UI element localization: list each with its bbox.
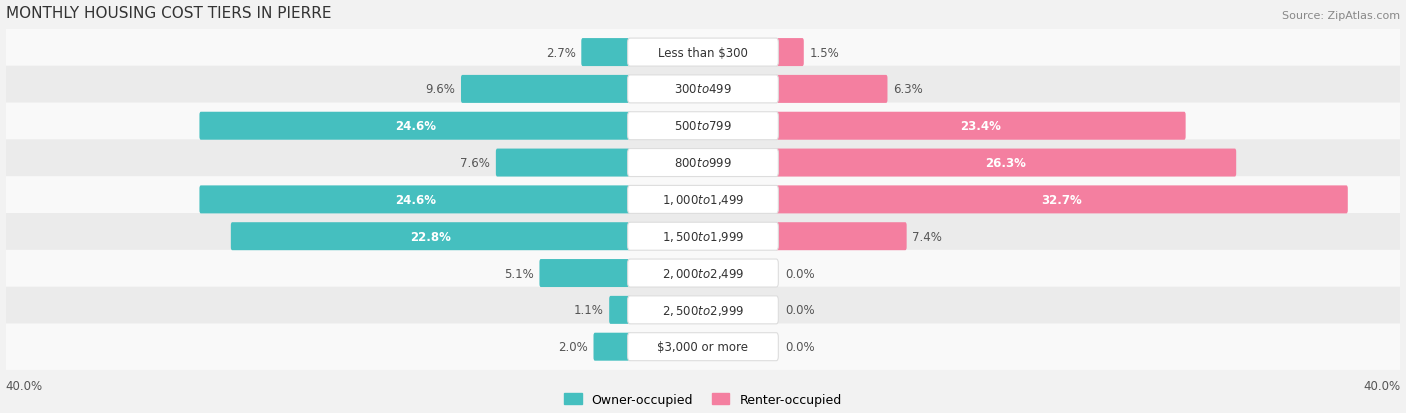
Text: $800 to $999: $800 to $999: [673, 157, 733, 170]
FancyBboxPatch shape: [461, 76, 631, 104]
FancyBboxPatch shape: [775, 76, 887, 104]
FancyBboxPatch shape: [581, 39, 631, 67]
FancyBboxPatch shape: [0, 140, 1406, 186]
Text: $1,500 to $1,999: $1,500 to $1,999: [662, 230, 744, 244]
FancyBboxPatch shape: [0, 250, 1406, 297]
Text: 0.0%: 0.0%: [785, 267, 814, 280]
Text: 7.6%: 7.6%: [460, 157, 491, 170]
FancyBboxPatch shape: [496, 149, 631, 177]
Text: $300 to $499: $300 to $499: [673, 83, 733, 96]
Text: 0.0%: 0.0%: [785, 340, 814, 354]
FancyBboxPatch shape: [775, 149, 1236, 177]
Text: $2,000 to $2,499: $2,000 to $2,499: [662, 266, 744, 280]
FancyBboxPatch shape: [775, 39, 804, 67]
Legend: Owner-occupied, Renter-occupied: Owner-occupied, Renter-occupied: [560, 388, 846, 411]
FancyBboxPatch shape: [0, 287, 1406, 333]
FancyBboxPatch shape: [627, 223, 779, 251]
FancyBboxPatch shape: [775, 223, 907, 251]
FancyBboxPatch shape: [627, 39, 779, 67]
Text: 26.3%: 26.3%: [986, 157, 1026, 170]
Text: MONTHLY HOUSING COST TIERS IN PIERRE: MONTHLY HOUSING COST TIERS IN PIERRE: [6, 6, 330, 21]
Text: 24.6%: 24.6%: [395, 120, 436, 133]
FancyBboxPatch shape: [627, 76, 779, 104]
Text: 24.6%: 24.6%: [395, 193, 436, 206]
Text: $3,000 or more: $3,000 or more: [658, 340, 748, 354]
Text: 40.0%: 40.0%: [6, 379, 42, 392]
Text: 40.0%: 40.0%: [1364, 379, 1400, 392]
FancyBboxPatch shape: [0, 324, 1406, 370]
Text: $2,500 to $2,999: $2,500 to $2,999: [662, 303, 744, 317]
FancyBboxPatch shape: [540, 259, 631, 287]
Text: 7.4%: 7.4%: [912, 230, 942, 243]
FancyBboxPatch shape: [609, 296, 631, 324]
FancyBboxPatch shape: [627, 112, 779, 140]
Text: 32.7%: 32.7%: [1040, 193, 1081, 206]
FancyBboxPatch shape: [627, 296, 779, 324]
FancyBboxPatch shape: [231, 223, 631, 251]
Text: 2.0%: 2.0%: [558, 340, 588, 354]
FancyBboxPatch shape: [627, 333, 779, 361]
FancyBboxPatch shape: [200, 112, 631, 140]
FancyBboxPatch shape: [593, 333, 631, 361]
Text: 1.5%: 1.5%: [810, 46, 839, 59]
FancyBboxPatch shape: [627, 259, 779, 287]
Text: Less than $300: Less than $300: [658, 46, 748, 59]
Text: 22.8%: 22.8%: [411, 230, 451, 243]
Text: 9.6%: 9.6%: [426, 83, 456, 96]
Text: $1,000 to $1,499: $1,000 to $1,499: [662, 193, 744, 207]
Text: 6.3%: 6.3%: [893, 83, 922, 96]
FancyBboxPatch shape: [0, 103, 1406, 150]
Text: 2.7%: 2.7%: [546, 46, 575, 59]
FancyBboxPatch shape: [627, 186, 779, 214]
FancyBboxPatch shape: [775, 112, 1185, 140]
FancyBboxPatch shape: [200, 186, 631, 214]
FancyBboxPatch shape: [0, 214, 1406, 260]
FancyBboxPatch shape: [0, 30, 1406, 76]
Text: 1.1%: 1.1%: [574, 304, 603, 317]
Text: 0.0%: 0.0%: [785, 304, 814, 317]
FancyBboxPatch shape: [775, 186, 1348, 214]
FancyBboxPatch shape: [0, 177, 1406, 223]
Text: 5.1%: 5.1%: [505, 267, 534, 280]
FancyBboxPatch shape: [627, 149, 779, 177]
Text: $500 to $799: $500 to $799: [673, 120, 733, 133]
Text: Source: ZipAtlas.com: Source: ZipAtlas.com: [1282, 11, 1400, 21]
Text: 23.4%: 23.4%: [960, 120, 1001, 133]
FancyBboxPatch shape: [0, 66, 1406, 113]
